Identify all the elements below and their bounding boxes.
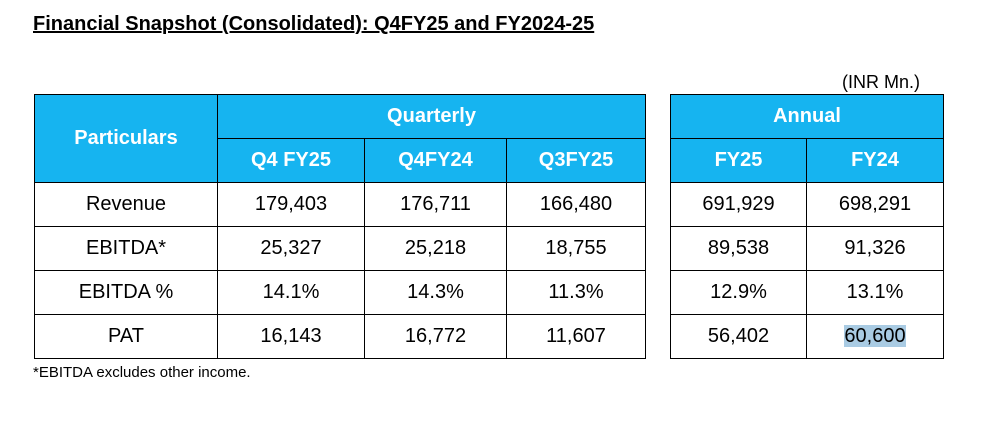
table-cell: 16,772 [364,314,507,359]
unit-label: (INR Mn.) [842,72,920,92]
column-header-q3fy25: Q3FY25 [505,138,647,183]
particulars-header: Particulars [34,94,218,183]
table-row-ebitda-annual: 89,538 91,326 [670,226,944,271]
table-cell: 91,326 [806,226,944,271]
column-header-fy25: FY25 [670,138,807,183]
table-cell: 60,600 [806,314,944,359]
table-cell: 16,143 [217,314,365,359]
table-row-revenue-annual: 691,929 698,291 [670,182,944,227]
quarterly-table: Particulars Quarterly Q4 FY25 Q4FY24 Q3F… [34,94,647,359]
table-cell: 166,480 [505,182,647,227]
table-cell: 12.9% [670,270,807,315]
table-cell: 11,607 [505,314,647,359]
table-cell: 18,755 [505,226,647,271]
table-cell: 11.3% [505,270,647,315]
table-cell: 56,402 [670,314,807,359]
table-cell: 25,327 [217,226,365,271]
footnote: *EBITDA excludes other income. [33,364,251,381]
table-row-ebitda-percent-annual: 12.9% 13.1% [670,270,944,315]
row-label: EBITDA % [34,270,218,315]
column-header-q4fy25: Q4 FY25 [217,138,365,183]
table-cell: 14.3% [364,270,507,315]
column-header-q4fy24: Q4FY24 [364,138,507,183]
table-cell: 14.1% [217,270,365,315]
quarterly-group-header: Quarterly [216,94,647,139]
row-label: PAT [34,314,218,359]
annual-table: Annual FY25 FY24 691,929 698,291 89,538 … [670,94,944,359]
table-cell: 89,538 [670,226,807,271]
table-cell: 25,218 [364,226,507,271]
table-row-pat-annual: 56,402 60,600 [670,314,944,359]
page-title: Financial Snapshot (Consolidated): Q4FY2… [33,13,595,35]
table-cell: 176,711 [364,182,507,227]
selected-text-highlight[interactable]: 60,600 [844,325,906,347]
table-cell: 691,929 [670,182,807,227]
column-header-fy24: FY24 [806,138,944,183]
row-label: Revenue [34,182,218,227]
table-row-ebitda: EBITDA* 25,327 25,218 18,755 [34,226,647,271]
table-row-ebitda-percent: EBITDA % 14.1% 14.3% 11.3% [34,270,647,315]
table-row-pat: PAT 16,143 16,772 11,607 [34,314,647,359]
annual-group-header: Annual [670,94,944,139]
table-row-revenue: Revenue 179,403 176,711 166,480 [34,182,647,227]
row-label: EBITDA* [34,226,218,271]
table-cell: 698,291 [806,182,944,227]
table-cell: 13.1% [806,270,944,315]
table-cell: 179,403 [217,182,365,227]
